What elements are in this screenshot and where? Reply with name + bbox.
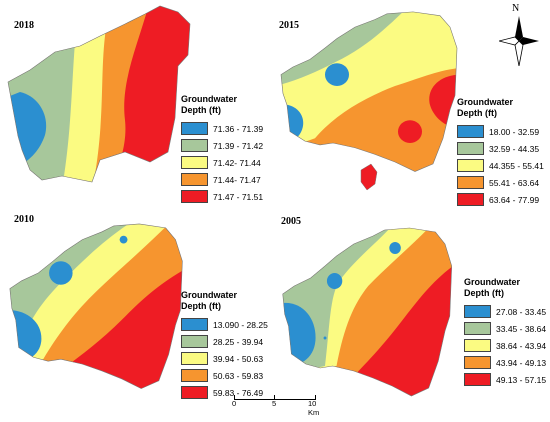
legend-title: Groundwater Depth (ft): [457, 97, 514, 118]
legend-label: 50.63 - 59.83: [213, 370, 264, 381]
legend-item: 28.25 - 39.94: [181, 333, 268, 350]
legend-item: 43.94 - 49.13: [464, 354, 546, 371]
scale-bar: 0 5 10 Km: [232, 395, 326, 417]
legend-label: 71.36 - 71.39: [213, 123, 264, 134]
legend-swatch: [181, 369, 208, 382]
legend-label: 55.41 - 63.64: [489, 177, 540, 188]
scale-bar-line: [234, 395, 316, 400]
legend-swatch: [457, 125, 484, 138]
legend-swatch: [181, 122, 208, 135]
groundwater-map-2015: [280, 11, 458, 191]
legend-label: 18.00 - 32.59: [489, 126, 540, 137]
legend-label: 71.44- 71.47: [213, 174, 261, 185]
legend-label: 43.94 - 49.13: [496, 357, 547, 368]
legend-item: 71.42- 71.44: [181, 154, 263, 171]
legend-label: 49.13 - 57.15: [496, 374, 547, 385]
legend-label: 39.94 - 50.63: [213, 353, 264, 364]
legend-swatch: [181, 190, 208, 203]
north-label: N: [512, 3, 520, 14]
legend-item: 59.83 - 76.49: [181, 384, 268, 401]
legend-item: 71.36 - 71.39: [181, 120, 263, 137]
legend-item: 32.59 - 44.35: [457, 140, 544, 157]
panel-year: 2018: [14, 20, 34, 31]
legend-label: 13.090 - 28.25: [213, 319, 268, 330]
legend-label: 71.42- 71.44: [213, 157, 261, 168]
groundwater-map-2010: [9, 223, 183, 389]
panel-year: 2015: [279, 20, 299, 31]
legend-label: 27.08 - 33.45: [496, 306, 547, 317]
legend-title: Groundwater Depth (ft): [181, 94, 238, 115]
legend-swatch: [457, 159, 484, 172]
legend-label: 38.64 - 43.94: [496, 340, 547, 351]
legend-swatch: [464, 373, 491, 386]
legend-title: Groundwater Depth (ft): [464, 277, 521, 298]
legend-swatch: [464, 322, 491, 335]
legend-label: 59.83 - 76.49: [213, 387, 264, 398]
legend-swatch: [181, 173, 208, 186]
legend-swatch: [457, 176, 484, 189]
legend-title: Groundwater Depth (ft): [181, 290, 238, 311]
legend-swatch: [181, 156, 208, 169]
legend-label: 63.64 - 77.99: [489, 194, 540, 205]
legend-item: 44.355 - 55.41: [457, 157, 544, 174]
panel-year: 2005: [281, 216, 301, 227]
legend-swatch: [464, 305, 491, 318]
legend-swatch: [464, 339, 491, 352]
legend-item: 71.44- 71.47: [181, 171, 263, 188]
legend-item: 55.41 - 63.64: [457, 174, 544, 191]
legend-swatch: [181, 335, 208, 348]
legend-label: 28.25 - 39.94: [213, 336, 264, 347]
groundwater-map-2018: [7, 5, 191, 183]
scale-label-0: 0: [232, 399, 237, 408]
legend-2005: Groundwater Depth (ft) 27.08 - 33.45 33.…: [464, 277, 546, 388]
legend-swatch: [457, 193, 484, 206]
legend-label: 71.39 - 71.42: [213, 140, 264, 151]
scale-label-5: 5: [272, 399, 277, 408]
scale-label-10: 10 Km: [308, 399, 320, 417]
scale-bar-tick: [274, 395, 275, 399]
legend-label: 33.45 - 38.64: [496, 323, 547, 334]
legend-item: 18.00 - 32.59: [457, 123, 544, 140]
legend-label: 71.47 - 71.51: [213, 191, 264, 202]
legend-swatch: [181, 139, 208, 152]
legend-2010: Groundwater Depth (ft) 13.090 - 28.25 28…: [181, 290, 268, 401]
panel-year: 2010: [14, 214, 34, 225]
legend-item: 71.47 - 71.51: [181, 188, 263, 205]
legend-2018: Groundwater Depth (ft) 71.36 - 71.39 71.…: [181, 94, 263, 205]
legend-item: 63.64 - 77.99: [457, 191, 544, 208]
legend-item: 39.94 - 50.63: [181, 350, 268, 367]
legend-item: 33.45 - 38.64: [464, 320, 546, 337]
legend-2015: Groundwater Depth (ft) 18.00 - 32.59 32.…: [457, 97, 544, 208]
legend-swatch: [181, 386, 208, 399]
legend-swatch: [181, 318, 208, 331]
legend-item: 27.08 - 33.45: [464, 303, 546, 320]
legend-item: 13.090 - 28.25: [181, 316, 268, 333]
legend-item: 38.64 - 43.94: [464, 337, 546, 354]
legend-item: 71.39 - 71.42: [181, 137, 263, 154]
legend-swatch: [457, 142, 484, 155]
north-arrow-icon: [499, 16, 539, 66]
legend-label: 32.59 - 44.35: [489, 143, 540, 154]
groundwater-map-2005: [282, 227, 453, 397]
legend-label: 44.355 - 55.41: [489, 160, 544, 171]
legend-item: 50.63 - 59.83: [181, 367, 268, 384]
legend-swatch: [464, 356, 491, 369]
legend-swatch: [181, 352, 208, 365]
legend-item: 49.13 - 57.15: [464, 371, 546, 388]
